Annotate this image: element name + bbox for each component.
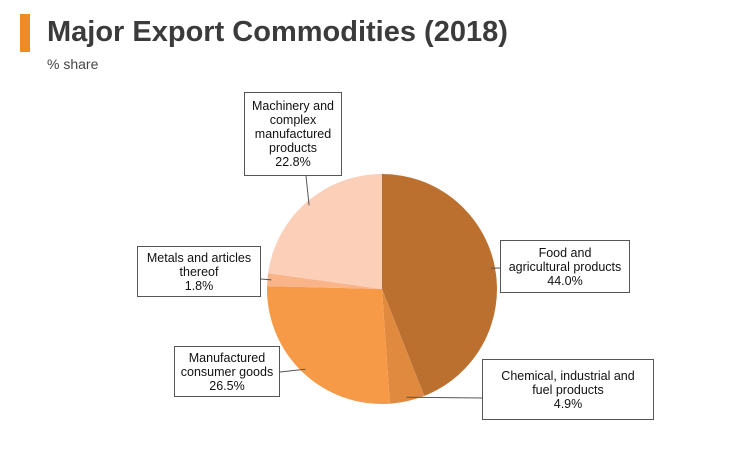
pie-slice-food	[382, 174, 497, 396]
pie-slices	[267, 174, 497, 405]
leader-line-manufactured-consumer-goods	[279, 368, 306, 373]
slice-label-chemical: Chemical, industrial and fuel products 4…	[482, 359, 654, 420]
pie-slice-chemical	[382, 289, 425, 404]
slice-label-name: Manufactured consumer goods	[180, 350, 274, 379]
leader-line-metals	[260, 278, 272, 281]
slice-label-value: 1.8%	[184, 278, 214, 293]
pie-slice-manufactured-consumer-goods	[267, 286, 390, 405]
slice-label-value: 4.9%	[553, 396, 583, 411]
pie-slice-machinery	[268, 174, 382, 289]
slice-label-name: Chemical, industrial and fuel products	[501, 368, 635, 397]
title-accent-bar	[20, 14, 30, 52]
slice-label-name: Machinery and complex manufactured produ…	[252, 99, 334, 155]
slice-label-name: Food and agricultural products	[508, 245, 622, 274]
slice-label-name: Metals and articles thereof	[146, 250, 252, 279]
chart-subtitle: % share	[47, 56, 99, 72]
leader-line-chemical	[406, 396, 483, 399]
pie-slice-metals	[267, 273, 382, 289]
leader-line-machinery	[305, 175, 310, 206]
slice-label-metals: Metals and articles thereof 1.8%	[137, 246, 261, 297]
slice-label-machinery: Machinery and complex manufactured produ…	[244, 92, 342, 176]
slice-label-food: Food and agricultural products 44.0%	[500, 240, 630, 293]
slice-label-manufactured-consumer-goods: Manufactured consumer goods 26.5%	[174, 346, 280, 397]
slice-label-value: 26.5%	[209, 378, 245, 393]
leader-lines	[260, 175, 501, 399]
slice-label-value: 22.8%	[275, 155, 311, 169]
chart-title: Major Export Commodities (2018)	[47, 16, 508, 48]
slice-label-value: 44.0%	[547, 273, 583, 288]
